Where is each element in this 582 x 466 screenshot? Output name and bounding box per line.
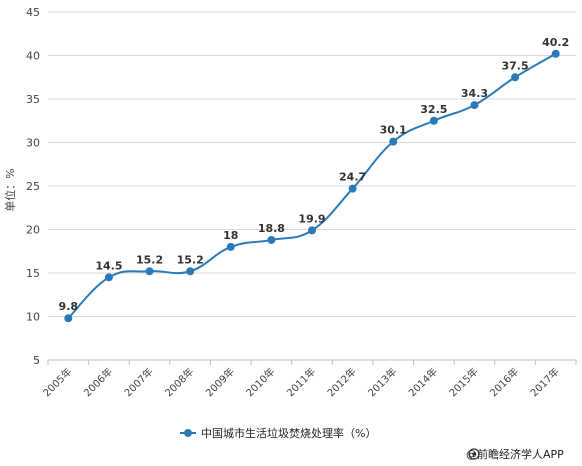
x-tick-label: 2005年 bbox=[40, 365, 74, 399]
x-tick-label: 2015年 bbox=[446, 365, 480, 399]
x-tick-label: 2011年 bbox=[284, 365, 318, 399]
legend-label: 中国城市生活垃圾焚烧处理率（%） bbox=[201, 426, 376, 440]
credit-logo-dot bbox=[472, 452, 476, 456]
data-point bbox=[145, 267, 154, 276]
y-tick-label: 35 bbox=[26, 93, 40, 106]
y-tick-label: 45 bbox=[26, 6, 40, 19]
data-point bbox=[267, 235, 276, 244]
x-tick-label: 2013年 bbox=[365, 365, 399, 399]
x-tick-labels: 2005年 2006年 2007年 2008年 2009年 2010年 2011年 2012年… bbox=[40, 365, 562, 399]
data-points bbox=[64, 49, 560, 323]
credit-logo-icon bbox=[468, 448, 480, 460]
y-tick-labels: 5 10 15 20 25 30 35 40 45 bbox=[26, 6, 40, 367]
data-label: 18.8 bbox=[258, 222, 285, 235]
y-tick-label: 5 bbox=[33, 354, 40, 367]
data-point bbox=[186, 267, 195, 276]
data-point bbox=[308, 226, 316, 235]
x-tick-label: 2008年 bbox=[162, 365, 196, 399]
data-label: 32.5 bbox=[420, 103, 447, 116]
data-label: 40.2 bbox=[542, 36, 569, 49]
data-label: 9.8 bbox=[59, 300, 79, 313]
data-label: 37.5 bbox=[502, 59, 529, 72]
x-tick-label: 2014年 bbox=[406, 365, 440, 399]
x-tick-label: 2012年 bbox=[324, 365, 358, 399]
data-point bbox=[389, 137, 398, 146]
y-tick-label: 15 bbox=[26, 267, 40, 280]
data-label: 19.9 bbox=[298, 212, 325, 225]
axes bbox=[47, 359, 577, 365]
y-tick-label: 30 bbox=[26, 137, 40, 150]
credit-text: @前瞻经济学人APP bbox=[466, 447, 564, 461]
data-label: 14.5 bbox=[95, 259, 122, 272]
x-tick-label: 2006年 bbox=[81, 365, 115, 399]
x-tick-label: 2009年 bbox=[203, 365, 237, 399]
data-point bbox=[470, 101, 479, 110]
data-point bbox=[511, 73, 520, 82]
legend: 中国城市生活垃圾焚烧处理率（%） bbox=[180, 426, 376, 440]
data-label: 15.2 bbox=[177, 253, 204, 266]
data-point bbox=[64, 314, 73, 323]
legend-dot-marker bbox=[184, 429, 192, 437]
data-point bbox=[348, 184, 357, 193]
y-tick-label: 10 bbox=[26, 311, 40, 324]
y-tick-label: 25 bbox=[26, 180, 40, 193]
x-tick-label: 2010年 bbox=[243, 365, 277, 399]
data-label: 30.1 bbox=[380, 124, 407, 137]
data-point bbox=[429, 116, 438, 125]
data-point bbox=[551, 49, 560, 58]
data-label: 34.3 bbox=[461, 87, 488, 100]
credit: @前瞻经济学人APP bbox=[466, 447, 564, 461]
y-tick-label: 20 bbox=[26, 224, 40, 237]
data-label: 24.7 bbox=[339, 171, 366, 184]
data-label: 15.2 bbox=[136, 253, 163, 266]
data-point bbox=[104, 273, 113, 282]
data-point bbox=[226, 242, 235, 251]
x-tick-label: 2016年 bbox=[487, 365, 521, 399]
data-labels: 9.8 14.5 15.2 15.2 18 18.8 19.9 24.7 30.1 32.5 34.… bbox=[59, 36, 570, 313]
y-tick-label: 40 bbox=[26, 50, 40, 63]
x-tick-label: 2007年 bbox=[121, 365, 155, 399]
data-label: 18 bbox=[223, 229, 238, 242]
y-axis-label: 单位：% bbox=[3, 168, 17, 211]
x-tick-label: 2017年 bbox=[528, 365, 562, 399]
